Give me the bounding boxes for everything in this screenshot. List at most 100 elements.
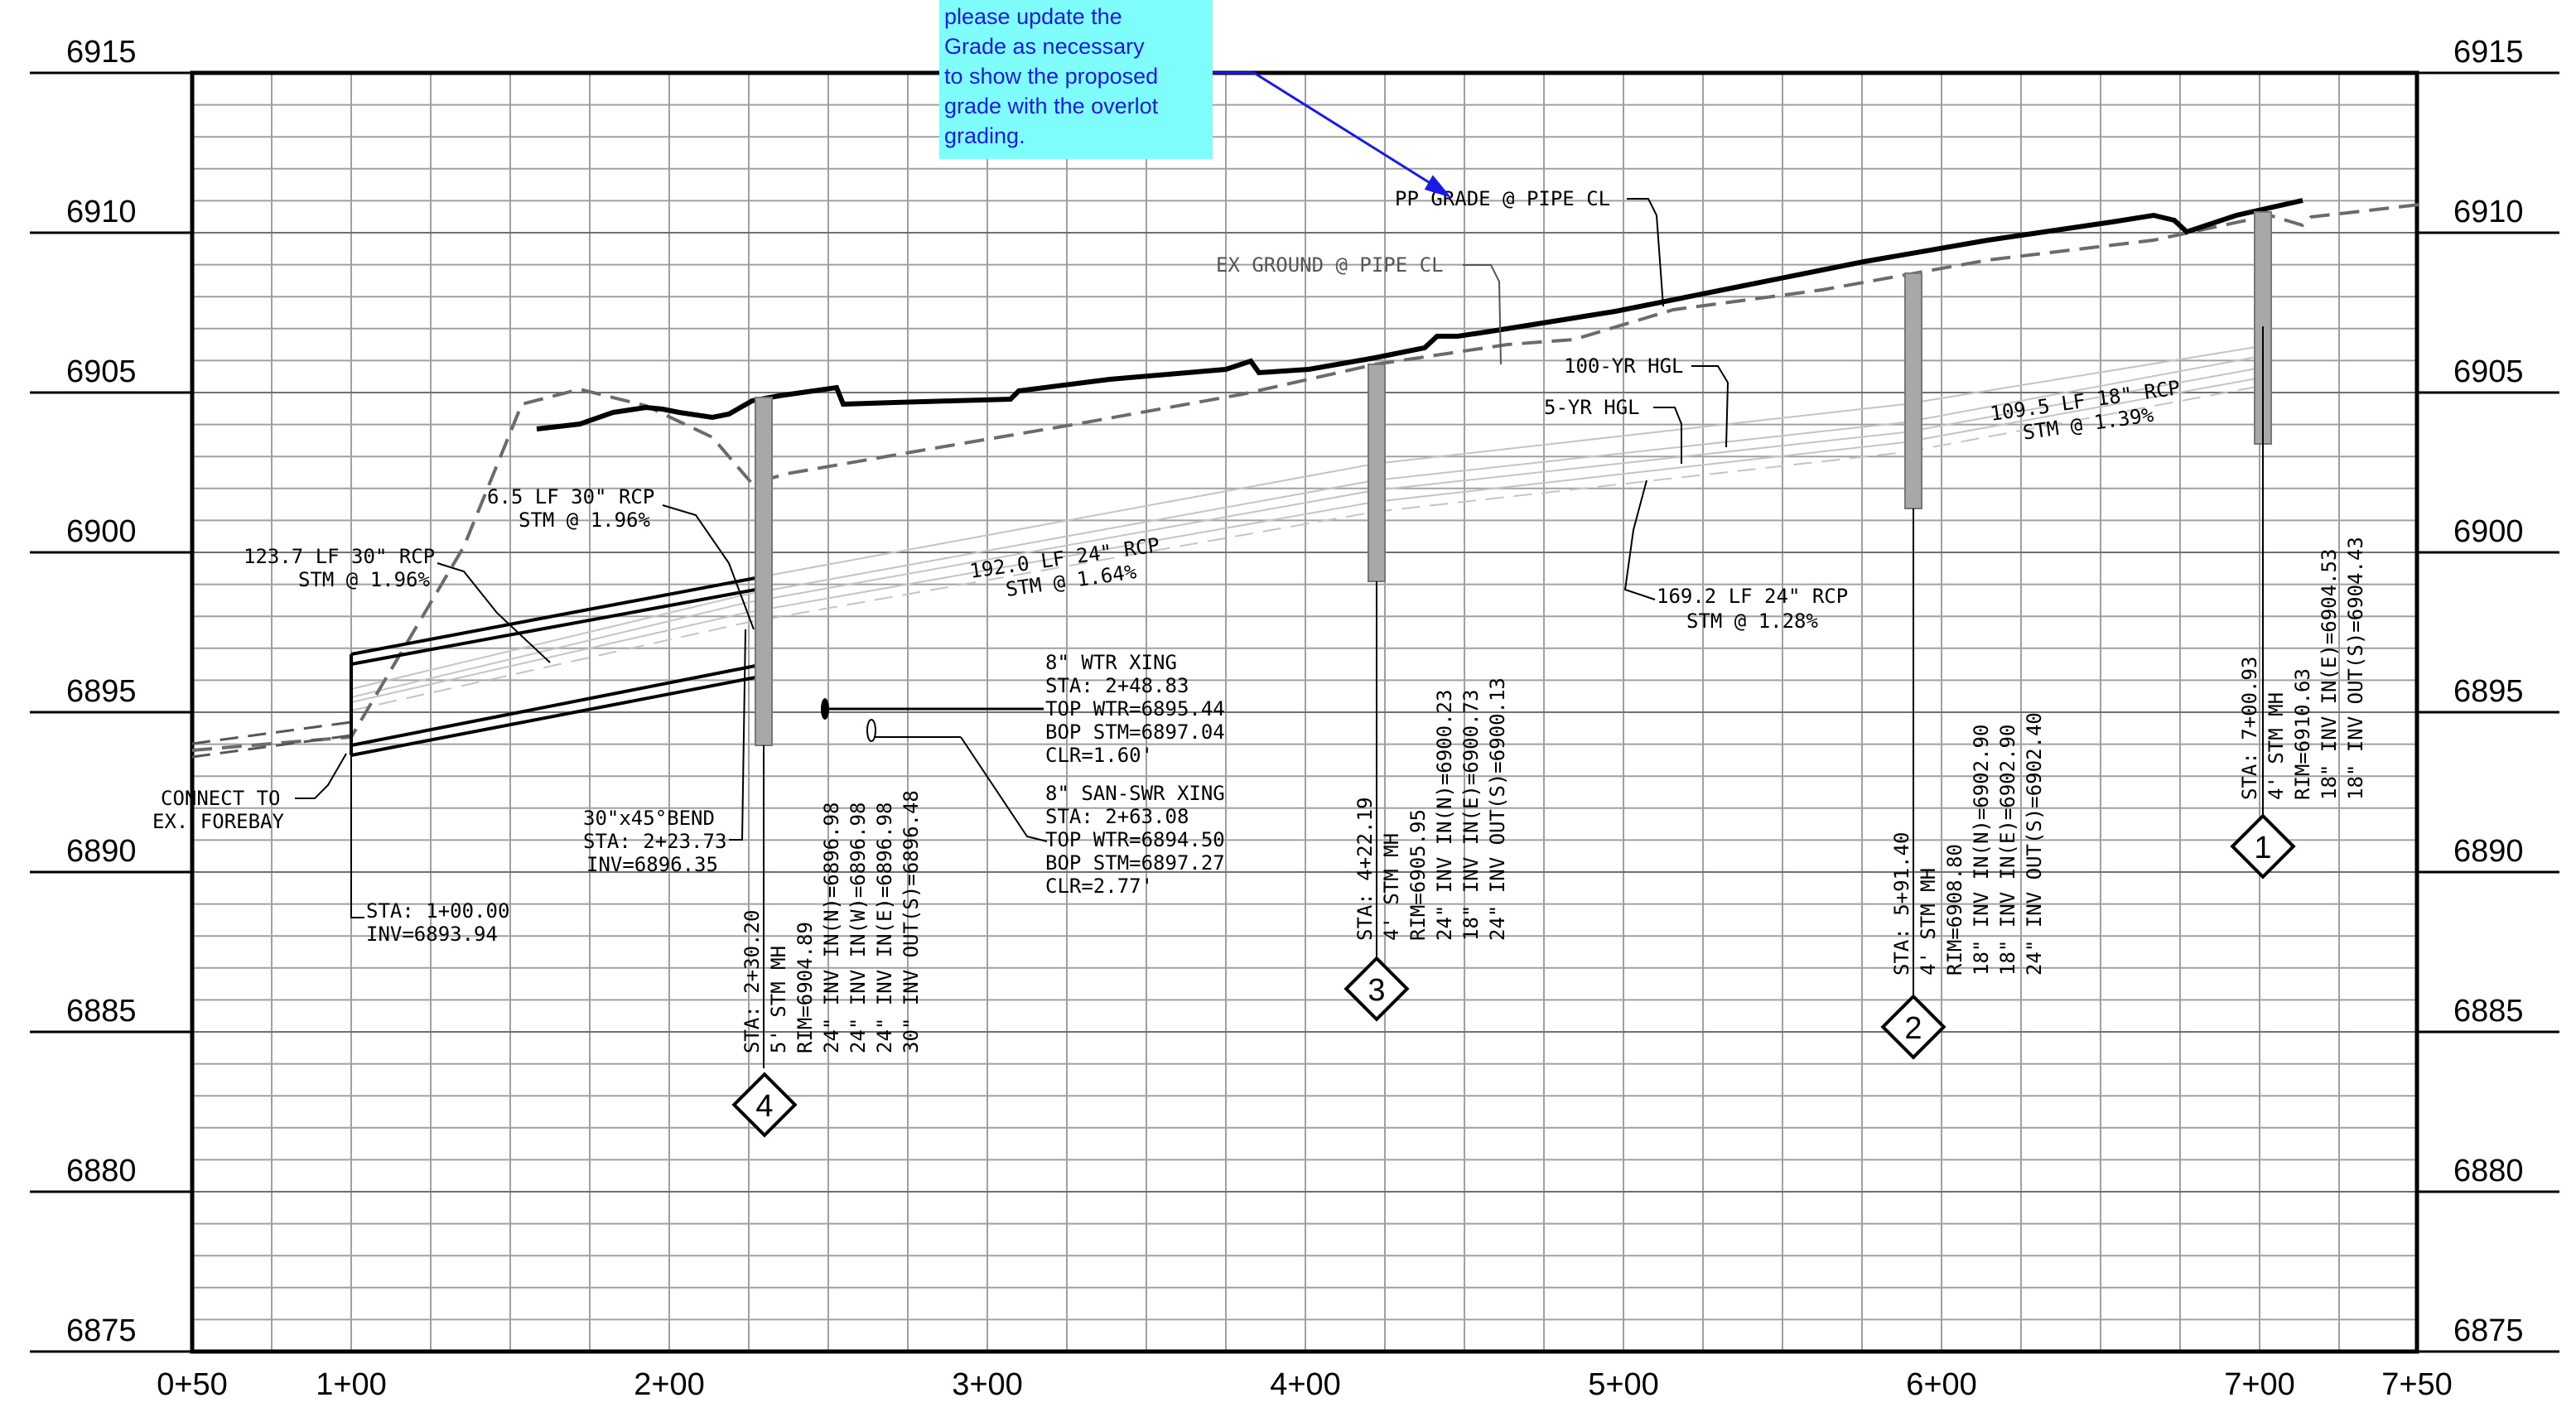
wtr-xing-line-3: TOP WTR=6895.44 [1045,697,1225,720]
x-tick: 4+00 [1270,1367,1341,1402]
review-comment-box[interactable]: please update the Grade as necessary to … [939,0,1213,159]
wtr-xing-line-5: CLR=1.60' [1045,744,1153,767]
svg-text:24" INV OUT(S)=6900.13: 24" INV OUT(S)=6900.13 [1486,677,1509,941]
wtr-xing-line-1: 8" WTR XING [1045,651,1177,674]
svg-text:4' STM MH: 4' STM MH [2265,692,2288,800]
y-tick-left: 6905 [66,354,137,389]
manhole-labels: STA: 2+30.20 5' STM MH RIM=6904.89 24" I… [740,537,2367,1053]
svg-text:STA: 7+00.93: STA: 7+00.93 [2238,657,2261,800]
pipe-4-slope: STM @ 1.28% [1686,610,1818,633]
manhole-2-body [1904,272,1922,509]
x-tick: 5+00 [1588,1367,1659,1402]
y-axis-right: 6915 6910 6905 6900 6895 6890 6885 6880 … [2453,35,2524,1348]
svg-text:2: 2 [1904,1011,1922,1046]
x-axis: 0+50 1+00 2+00 3+00 4+00 5+00 6+00 7+00 … [157,1367,2453,1402]
manhole-3-label: STA: 4+22.19 4' STM MH RIM=6905.95 24" I… [1353,677,1509,941]
svg-text:5' STM MH: 5' STM MH [767,946,790,1053]
svg-text:24" INV IN(N)=6896.98: 24" INV IN(N)=6896.98 [820,802,843,1053]
svg-text:STA: 2+30.20: STA: 2+30.20 [740,910,764,1053]
svg-text:RIM=6908.80: RIM=6908.80 [1943,844,1966,976]
hgl-100yr-label: 100-YR HGL [1564,354,1684,378]
plot-frame [190,70,2419,1354]
pipe-2-label: 6.5 LF 30" RCP [487,485,654,508]
connect-label: CONNECT TO [161,787,281,810]
manhole-structures [755,211,2272,746]
svg-text:STA: 4+22.19: STA: 4+22.19 [1353,798,1377,941]
bend-sta-label: STA: 2+23.73 [583,830,726,853]
ssw-xing-line-4: BOP STM=6897.27 [1045,851,1225,875]
y-tick-right: 6880 [2453,1154,2524,1188]
wtr-xing-line-2: STA: 2+48.83 [1045,674,1189,697]
y-tick-right: 6895 [2453,674,2524,709]
comment-line-2: Grade as necessary [944,34,1145,59]
svg-text:3: 3 [1368,973,1385,1008]
y-tick-left: 6885 [66,994,137,1029]
manhole-leaders [763,326,2264,1068]
comment-line-5: grading. [944,123,1025,148]
y-tick-right: 6890 [2453,834,2524,869]
svg-text:STA: 5+91.40: STA: 5+91.40 [1890,832,1913,976]
profile-labels: PP GRADE @ PIPE CL EX GROUND @ PIPE CL 1… [1216,187,1729,464]
y-tick-right: 6910 [2453,195,2524,229]
y-tick-left: 6875 [66,1313,137,1348]
manhole-tags: 4 3 2 1 [731,813,2296,1138]
manhole-tag-3: 3 [1343,956,1410,1022]
y-tick-right: 6875 [2453,1313,2524,1348]
svg-text:1: 1 [2254,831,2271,865]
ex-ground-label: EX GROUND @ PIPE CL [1216,253,1444,277]
comment-line-4: grade with the overlot [944,94,1159,118]
connect-label-2: EX. FOREBAY [152,810,284,833]
svg-text:30" INV OUT(S)=6896.48: 30" INV OUT(S)=6896.48 [900,790,923,1053]
hgl-line-upper [745,345,2262,581]
start-inv-label: INV=6893.94 [366,923,498,946]
misc-callouts: CONNECT TO EX. FOREBAY STA: 1+00.00 INV=… [152,629,746,946]
manhole-tag-2: 2 [1880,994,1946,1060]
y-tick-left: 6890 [66,834,137,869]
y-tick-left: 6915 [66,35,137,70]
y-tick-right: 6885 [2453,994,2524,1029]
x-tick: 0+50 [157,1367,228,1402]
pipe-2-slope: STM @ 1.96% [519,508,650,532]
svg-text:4' STM MH: 4' STM MH [1380,833,1403,941]
y-axis-left: 6915 6910 6905 6900 6895 6890 6885 6880 … [66,35,137,1348]
manhole-2-label: STA: 5+91.40 4' STM MH RIM=6908.80 18" I… [1890,712,2046,976]
storm-pipe-30in [350,576,756,757]
manhole-tag-4: 4 [731,1072,798,1138]
y-tick-left: 6895 [66,674,137,709]
y-tick-left: 6900 [66,514,137,549]
wtr-xing-line-4: BOP STM=6897.04 [1045,720,1225,744]
pipe-1-slope: STM @ 1.96% [298,568,430,591]
pipe-1-label: 123.7 LF 30" RCP [244,545,435,568]
x-tick: 6+00 [1906,1367,1977,1402]
svg-text:18" INV IN(N)=6902.90: 18" INV IN(N)=6902.90 [1970,725,1993,976]
hgl-5yr-label: 5-YR HGL [1544,396,1640,419]
svg-text:18" INV IN(E)=6900.73: 18" INV IN(E)=6900.73 [1459,690,1483,941]
pipe-4-label: 169.2 LF 24" RCP [1657,585,1848,608]
svg-text:4' STM MH: 4' STM MH [1917,868,1940,976]
comment-line-3: to show the proposed [944,64,1159,89]
x-tick: 3+00 [952,1367,1023,1402]
manhole-4-body [755,397,773,746]
proposed-grade-line [536,198,2303,431]
y-tick-left: 6910 [66,195,137,229]
manhole-3-body [1368,364,1386,582]
ssw-xing-line-2: STA: 2+63.08 [1045,805,1189,828]
existing-ground-line [191,202,2428,752]
x-tick: 7+00 [2224,1367,2295,1402]
manhole-1-label: STA: 7+00.93 4' STM MH RIM=6910.63 18" I… [2238,537,2367,800]
utility-crossings: 8" WTR XING STA: 2+48.83 TOP WTR=6895.44… [821,651,1225,898]
svg-text:24" INV IN(N)=6900.23: 24" INV IN(N)=6900.23 [1433,690,1456,941]
svg-text:24" INV IN(W)=6896.98: 24" INV IN(W)=6896.98 [847,802,870,1053]
manhole-tag-1: 1 [2230,813,2296,879]
ssw-xing-line-3: TOP WTR=6894.50 [1045,828,1225,851]
svg-text:18" INV OUT(S)=6904.43: 18" INV OUT(S)=6904.43 [2344,537,2367,800]
y-tick-left: 6880 [66,1154,137,1188]
pp-grade-label: PP GRADE @ PIPE CL [1395,187,1610,210]
ssw-xing-line-5: CLR=2.77' [1045,875,1153,898]
ssw-xing-line-1: 8" SAN-SWR XING [1045,782,1225,805]
y-tick-right: 6915 [2453,35,2524,70]
svg-text:RIM=6905.95: RIM=6905.95 [1406,809,1430,941]
svg-text:24" INV IN(E)=6896.98: 24" INV IN(E)=6896.98 [873,802,896,1053]
svg-text:24" INV OUT(S)=6902.40: 24" INV OUT(S)=6902.40 [2023,712,2046,976]
y-tick-right: 6900 [2453,514,2524,549]
